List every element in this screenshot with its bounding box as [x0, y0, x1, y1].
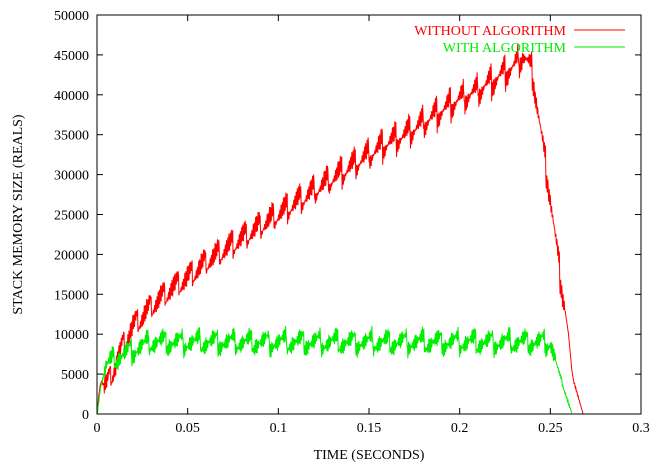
tick-labels: 0 0.05 0.1 0.15 0.2 0.25 0.3 0 5000 10000 15000 200… [54, 9, 650, 436]
x-tick-label: 0.25 [538, 421, 563, 436]
y-tick-label: 30000 [54, 169, 89, 184]
x-tick-label: 0.2 [451, 421, 469, 436]
legend: WITHOUT ALGORITHM WITH ALGORITHM [414, 24, 625, 56]
axis-ticks [96, 14, 642, 415]
y-tick-label: 25000 [54, 209, 89, 224]
y-tick-label: 40000 [54, 89, 89, 104]
y-tick-label: 10000 [54, 328, 89, 343]
y-tick-label: 5000 [61, 368, 89, 383]
y-tick-label: 0 [82, 408, 89, 423]
y-tick-label: 35000 [54, 129, 89, 144]
x-tick-label: 0.1 [270, 421, 288, 436]
series-layer [96, 44, 584, 415]
series-line-without-algorithm [96, 44, 584, 415]
legend-label: WITH ALGORITHM [443, 41, 567, 56]
y-tick-label: 15000 [54, 288, 89, 303]
x-tick-label: 0.3 [632, 421, 650, 436]
x-tick-label: 0 [94, 421, 101, 436]
x-tick-label: 0.05 [175, 421, 200, 436]
legend-label: WITHOUT ALGORITHM [414, 24, 566, 39]
y-axis-label: STACK MEMORY SIZE (REALS) [11, 114, 26, 315]
plot-frame [96, 14, 642, 415]
y-tick-label: 20000 [54, 248, 89, 263]
y-tick-label: 50000 [54, 9, 89, 24]
x-tick-label: 0.15 [357, 421, 382, 436]
y-tick-label: 45000 [54, 49, 89, 64]
x-axis-label: TIME (SECONDS) [314, 448, 425, 463]
series-line-with-algorithm [96, 325, 573, 415]
